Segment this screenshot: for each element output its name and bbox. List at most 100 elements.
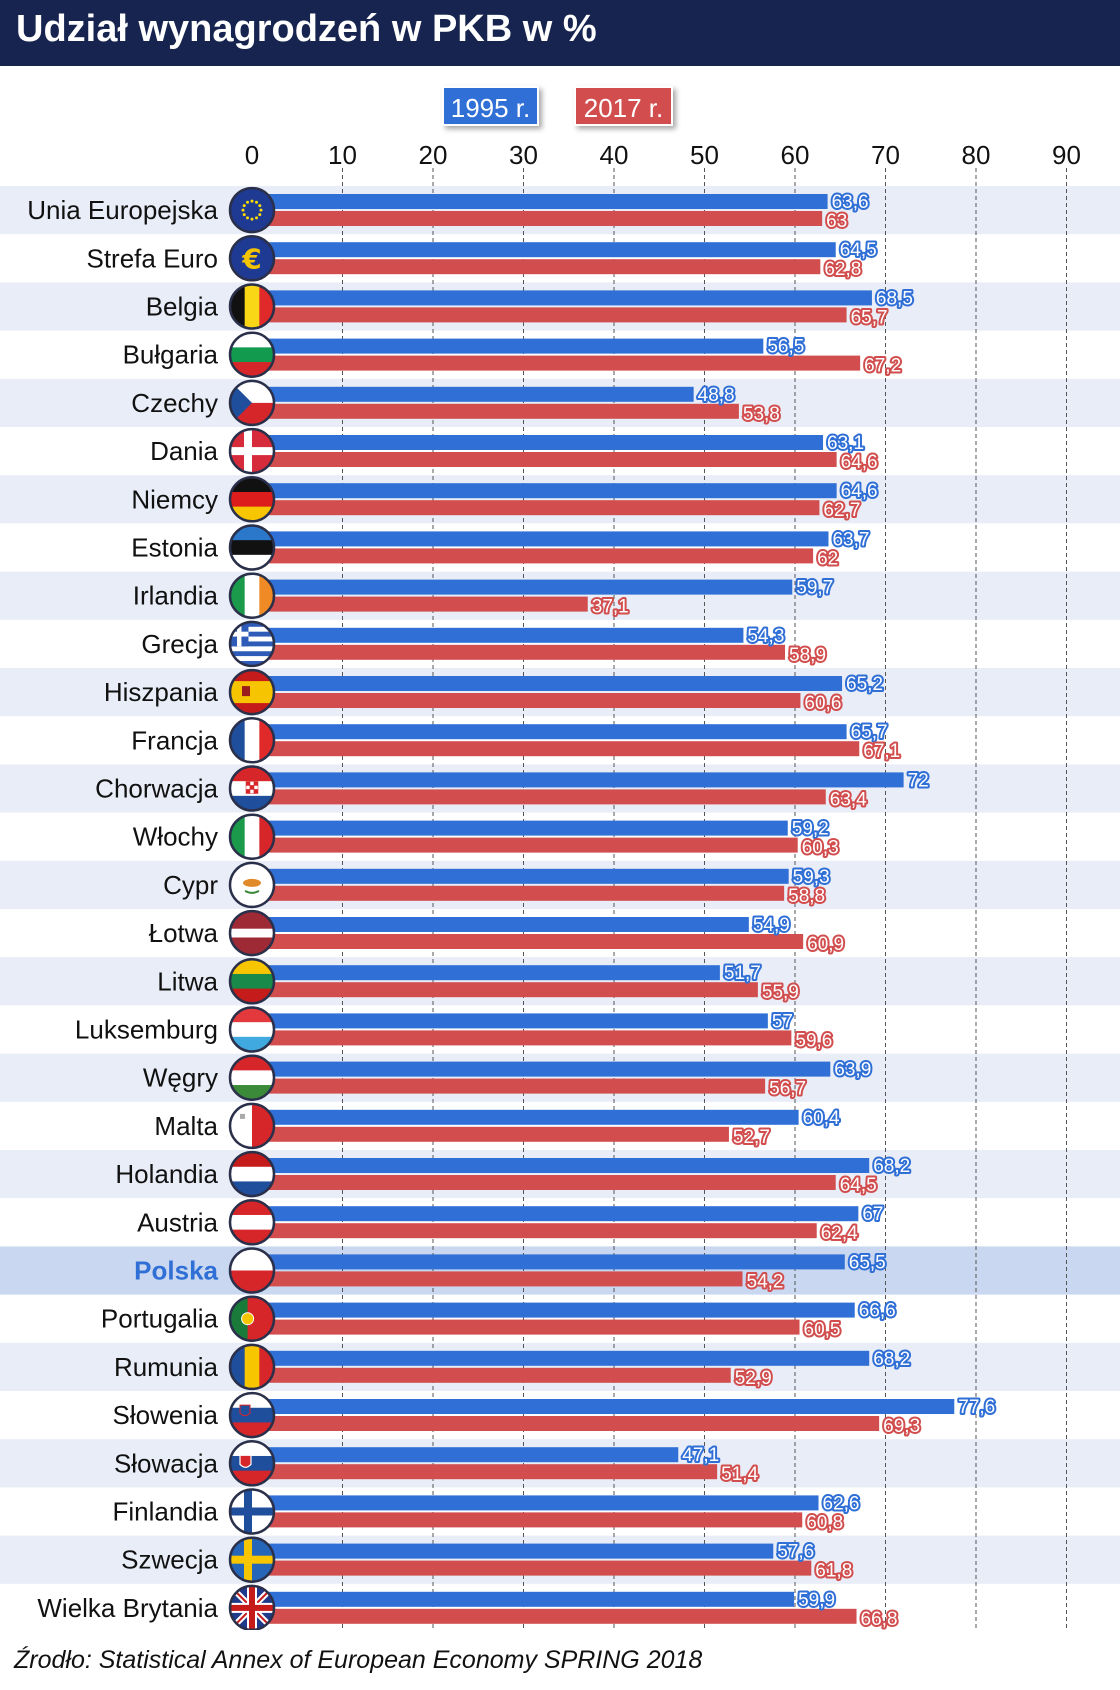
value-label-1995: 47,1: [682, 1445, 719, 1466]
value-label-1995: 72: [908, 770, 929, 791]
bar-2017: [252, 1319, 800, 1335]
value-label-2017: 60,6: [804, 693, 841, 714]
category-label: Irlandia: [133, 581, 219, 611]
bar-2017: [252, 934, 804, 949]
value-label-2017: 58,8: [788, 886, 825, 907]
bar-1995: [252, 917, 749, 932]
bar-1995: [252, 1350, 870, 1366]
bar-2017: [252, 403, 739, 419]
x-tick-label: 40: [600, 140, 629, 170]
bar-1995: [252, 1013, 768, 1029]
value-label-2017: 67,1: [863, 741, 900, 762]
bar-2017: [252, 741, 860, 757]
bar-1995: [252, 965, 720, 981]
bar-1995: [252, 531, 829, 547]
value-label-1995: 48,8: [698, 385, 735, 406]
bar-2017: [252, 885, 785, 901]
bar-1995: [252, 1206, 859, 1222]
category-label: Węgry: [143, 1063, 218, 1093]
at-flag-icon: [228, 1199, 276, 1246]
ee-flag-icon: [228, 524, 276, 571]
source-note: Źrodło: Statistical Annex of European Ec…: [14, 1646, 703, 1674]
value-label-1995: 68,5: [876, 288, 913, 309]
bar-2017: [252, 307, 847, 323]
bar-2017: [252, 211, 823, 226]
bar-2017: [252, 1126, 729, 1142]
ie-flag-icon: [228, 572, 276, 619]
value-label-2017: 53,8: [743, 404, 780, 425]
sk-flag-icon: [228, 1440, 276, 1487]
value-label-1995: 62,6: [823, 1493, 860, 1514]
bar-1995: [252, 1302, 855, 1318]
value-label-1995: 67: [862, 1204, 883, 1225]
value-label-2017: 55,9: [762, 982, 799, 1003]
bar-2017: [252, 1512, 803, 1528]
bar-2017: [252, 1030, 792, 1046]
value-label-2017: 63,4: [830, 789, 867, 810]
bar-2017: [252, 259, 821, 275]
value-label-1995: 59,2: [792, 819, 829, 840]
x-tick-label: 0: [245, 140, 259, 170]
value-label-1995: 63,1: [827, 433, 864, 454]
value-label-2017: 62: [817, 548, 838, 569]
lu-flag-icon: [228, 1006, 276, 1053]
bar-2017: [252, 355, 861, 371]
value-label-1995: 65,7: [851, 722, 888, 743]
pl-flag-icon: [228, 1247, 276, 1294]
value-label-2017: 62,8: [824, 259, 861, 280]
bar-1995: [252, 1495, 819, 1511]
value-label-2017: 60,5: [804, 1320, 841, 1341]
bar-1995: [252, 1254, 845, 1270]
value-label-1995: 57: [772, 1011, 793, 1032]
bar-2017: [252, 452, 837, 467]
fr-flag-icon: [228, 717, 276, 764]
x-tick-label: 20: [419, 140, 448, 170]
category-label: Chorwacja: [95, 774, 218, 804]
value-label-2017: 60,9: [807, 934, 844, 955]
es-flag-icon: [228, 668, 276, 716]
value-label-1995: 65,5: [849, 1252, 886, 1273]
category-label: Wielka Brytania: [37, 1593, 218, 1623]
value-label-1995: 64,5: [840, 240, 877, 261]
pt-flag-icon: [228, 1295, 276, 1342]
category-label: Dania: [150, 436, 218, 466]
category-label: Unia Europejska: [27, 195, 218, 225]
value-label-1995: 77,6: [958, 1397, 995, 1418]
category-label: Estonia: [131, 533, 218, 563]
category-label: Holandia: [115, 1159, 218, 1189]
x-tick-label: 50: [690, 140, 719, 170]
bar-2017: [252, 1223, 817, 1239]
value-label-1995: 66,6: [859, 1301, 896, 1322]
value-label-2017: 69,3: [883, 1416, 920, 1437]
bar-1995: [252, 242, 836, 258]
category-label: Polska: [134, 1256, 218, 1286]
bar-2017: [252, 1367, 731, 1383]
value-label-2017: 52,9: [735, 1368, 772, 1389]
bar-2017: [252, 789, 826, 805]
value-label-2017: 60,3: [802, 838, 839, 859]
value-label-2017: 54,2: [747, 1271, 784, 1292]
bg-flag-icon: [228, 331, 276, 378]
bar-1995: [252, 676, 843, 691]
bar-1995: [252, 1399, 955, 1414]
fi-flag-icon: [228, 1488, 276, 1535]
category-label: Luksemburg: [75, 1015, 218, 1045]
category-label: Czechy: [131, 388, 218, 418]
category-label: Litwa: [157, 966, 218, 996]
category-label: Austria: [137, 1207, 218, 1237]
value-label-1995: 63,6: [832, 192, 869, 213]
value-label-2017: 61,8: [815, 1561, 852, 1582]
x-tick-label: 90: [1052, 140, 1081, 170]
bar-1995: [252, 1543, 774, 1559]
x-tick-label: 70: [871, 140, 900, 170]
bar-1995: [252, 579, 793, 595]
value-label-1995: 63,7: [832, 529, 869, 550]
lv-flag-icon: [228, 909, 276, 957]
bar-2017: [252, 693, 801, 708]
category-label: Słowenia: [112, 1400, 218, 1430]
bar-2017: [252, 982, 758, 998]
value-label-1995: 65,2: [846, 674, 883, 695]
bar-1995: [252, 724, 847, 740]
category-label: Hiszpania: [104, 677, 219, 707]
